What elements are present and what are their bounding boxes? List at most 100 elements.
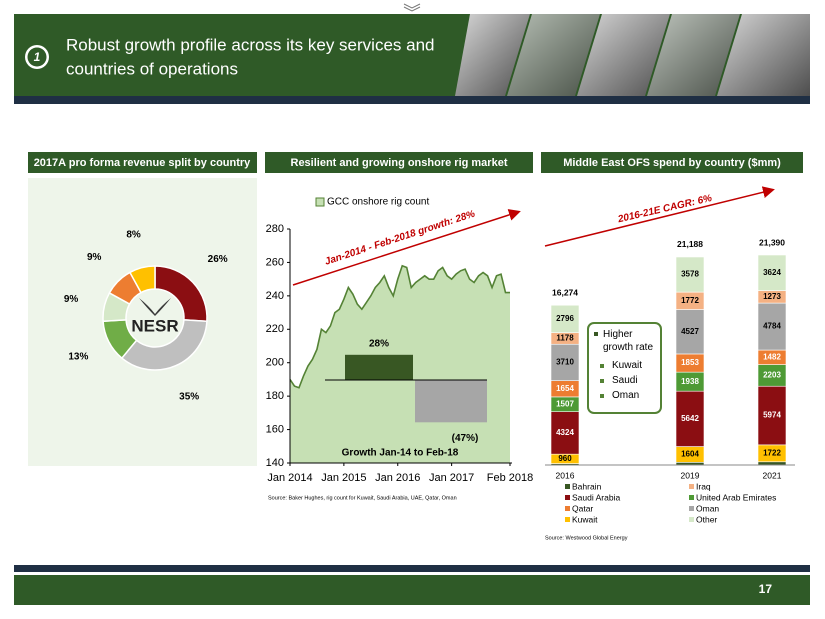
segment-label: 2203 bbox=[763, 371, 781, 380]
legend-label: Iraq bbox=[696, 481, 711, 491]
segment-label: 3624 bbox=[763, 268, 781, 277]
legend-swatch bbox=[565, 506, 570, 511]
legend-label: Oman bbox=[696, 503, 719, 513]
donut-chart: 26% 35% 13% 9% 9% 8% NESR bbox=[64, 229, 228, 402]
segment-label: 1604 bbox=[681, 450, 699, 459]
segment-label: 1178 bbox=[556, 334, 574, 343]
bar-segment bbox=[675, 256, 705, 293]
annotation-arrow bbox=[544, 186, 775, 247]
section-header bbox=[265, 152, 533, 173]
segment-label: 960 bbox=[558, 454, 572, 463]
segment-label: 1938 bbox=[681, 377, 699, 386]
header-rule bbox=[14, 96, 810, 104]
footer-band bbox=[14, 575, 810, 605]
callout-box: Higher growth rate Kuwait Saudi Oman bbox=[587, 322, 662, 414]
logo-text: NESR bbox=[131, 316, 178, 335]
legend-swatch bbox=[565, 495, 570, 500]
segment-label: 5974 bbox=[763, 411, 781, 420]
segment-label: 1722 bbox=[763, 448, 781, 457]
inset-bar bbox=[345, 354, 413, 380]
segment-label: 4527 bbox=[681, 327, 699, 336]
legend-swatch bbox=[689, 517, 694, 522]
segment-label: 5642 bbox=[681, 414, 699, 423]
inset-bar bbox=[415, 380, 487, 423]
callout-item: Oman bbox=[600, 388, 656, 403]
legend-label: United Arab Emirates bbox=[696, 492, 776, 502]
legend-swatch bbox=[565, 484, 570, 489]
bar-segment bbox=[757, 254, 787, 291]
x-tick-label: 2021 bbox=[763, 470, 782, 480]
annotation: 2016-21E CAGR: 6% bbox=[616, 193, 713, 226]
footer-rule bbox=[14, 565, 810, 572]
header-title: Robust growth profile across its key ser… bbox=[66, 35, 435, 54]
segment-label: 4784 bbox=[763, 322, 781, 331]
line bbox=[289, 264, 510, 389]
y-tick-label: 180 bbox=[266, 390, 284, 402]
source-note: Source: Baker Hughes, rig count for Kuwa… bbox=[268, 495, 457, 501]
segment-label: 3578 bbox=[681, 270, 699, 279]
slice-label: 8% bbox=[126, 229, 141, 240]
inset-label: (47%) bbox=[452, 433, 479, 444]
legend-swatch bbox=[689, 495, 694, 500]
legend-swatch bbox=[565, 517, 570, 522]
legend-swatch bbox=[315, 197, 325, 207]
segment-label: 1273 bbox=[763, 292, 781, 301]
bar-segment bbox=[757, 302, 787, 351]
callout-item: Saudi bbox=[600, 373, 656, 388]
segment-label: 1853 bbox=[681, 358, 699, 367]
section-header bbox=[28, 152, 257, 173]
legend-label: Kuwait bbox=[572, 514, 598, 524]
slice-label: 9% bbox=[64, 294, 79, 305]
bar-segment bbox=[757, 385, 787, 446]
legend-label: Qatar bbox=[572, 503, 593, 513]
bar-segment bbox=[550, 304, 580, 333]
slice-label: 35% bbox=[179, 392, 199, 403]
donut-slice bbox=[120, 319, 208, 371]
segment-label: 1654 bbox=[556, 384, 574, 393]
section-title: 2017A pro forma revenue split by country bbox=[34, 157, 251, 169]
y-tick-label: 220 bbox=[266, 323, 284, 335]
header-number: 1 bbox=[34, 50, 41, 64]
callout-title: Higher growth rate bbox=[594, 328, 656, 354]
section-title: Middle East OFS spend by country ($mm) bbox=[563, 157, 781, 169]
legend-label: Bahrain bbox=[572, 481, 602, 491]
x-tick-label: Jan 2017 bbox=[429, 472, 474, 484]
x-tick-label: Jan 2016 bbox=[375, 472, 420, 484]
header-photos bbox=[455, 14, 810, 96]
header-title: countries of operations bbox=[66, 59, 238, 78]
total-label: 21,188 bbox=[677, 239, 703, 249]
inset-title: Growth Jan-14 to Feb-18 bbox=[342, 448, 459, 459]
section-header bbox=[541, 152, 803, 173]
top-logo bbox=[403, 3, 421, 12]
area-chart: 140 160 180 200 220 240 260 280 Jan 2014 Jan 2015… bbox=[266, 197, 534, 502]
y-tick-label: 280 bbox=[266, 223, 284, 235]
bar-segment bbox=[550, 411, 580, 455]
inset-label: 28% bbox=[369, 338, 389, 349]
y-tick-label: 260 bbox=[266, 256, 284, 268]
segment-label: 4324 bbox=[556, 428, 574, 437]
legend-swatch bbox=[689, 506, 694, 511]
slice-label: 26% bbox=[208, 254, 228, 265]
segment-label: 2796 bbox=[556, 314, 574, 323]
segment-label: 1772 bbox=[681, 296, 699, 305]
total-label: 21,390 bbox=[759, 237, 785, 247]
y-tick-label: 140 bbox=[266, 457, 284, 469]
number-badge-inner bbox=[27, 47, 47, 67]
source-note: Source: Westwood Global Energy bbox=[545, 535, 628, 541]
y-tick-label: 200 bbox=[266, 357, 284, 369]
panel-background bbox=[28, 178, 257, 466]
y-tick-label: 240 bbox=[266, 290, 284, 302]
slice-label: 9% bbox=[87, 252, 102, 263]
segment-label: 1482 bbox=[763, 352, 781, 361]
total-label: 16,274 bbox=[552, 287, 578, 297]
legend-swatch bbox=[689, 484, 694, 489]
slice-label: 13% bbox=[68, 352, 88, 363]
x-tick-label: 2019 bbox=[681, 470, 700, 480]
section-title: Resilient and growing onshore rig market bbox=[291, 157, 508, 169]
segment-label: 3710 bbox=[556, 358, 574, 367]
x-tick-label: Jan 2015 bbox=[321, 472, 366, 484]
callout-item: Kuwait bbox=[600, 358, 656, 373]
legend-label: GCC onshore rig count bbox=[327, 197, 429, 208]
